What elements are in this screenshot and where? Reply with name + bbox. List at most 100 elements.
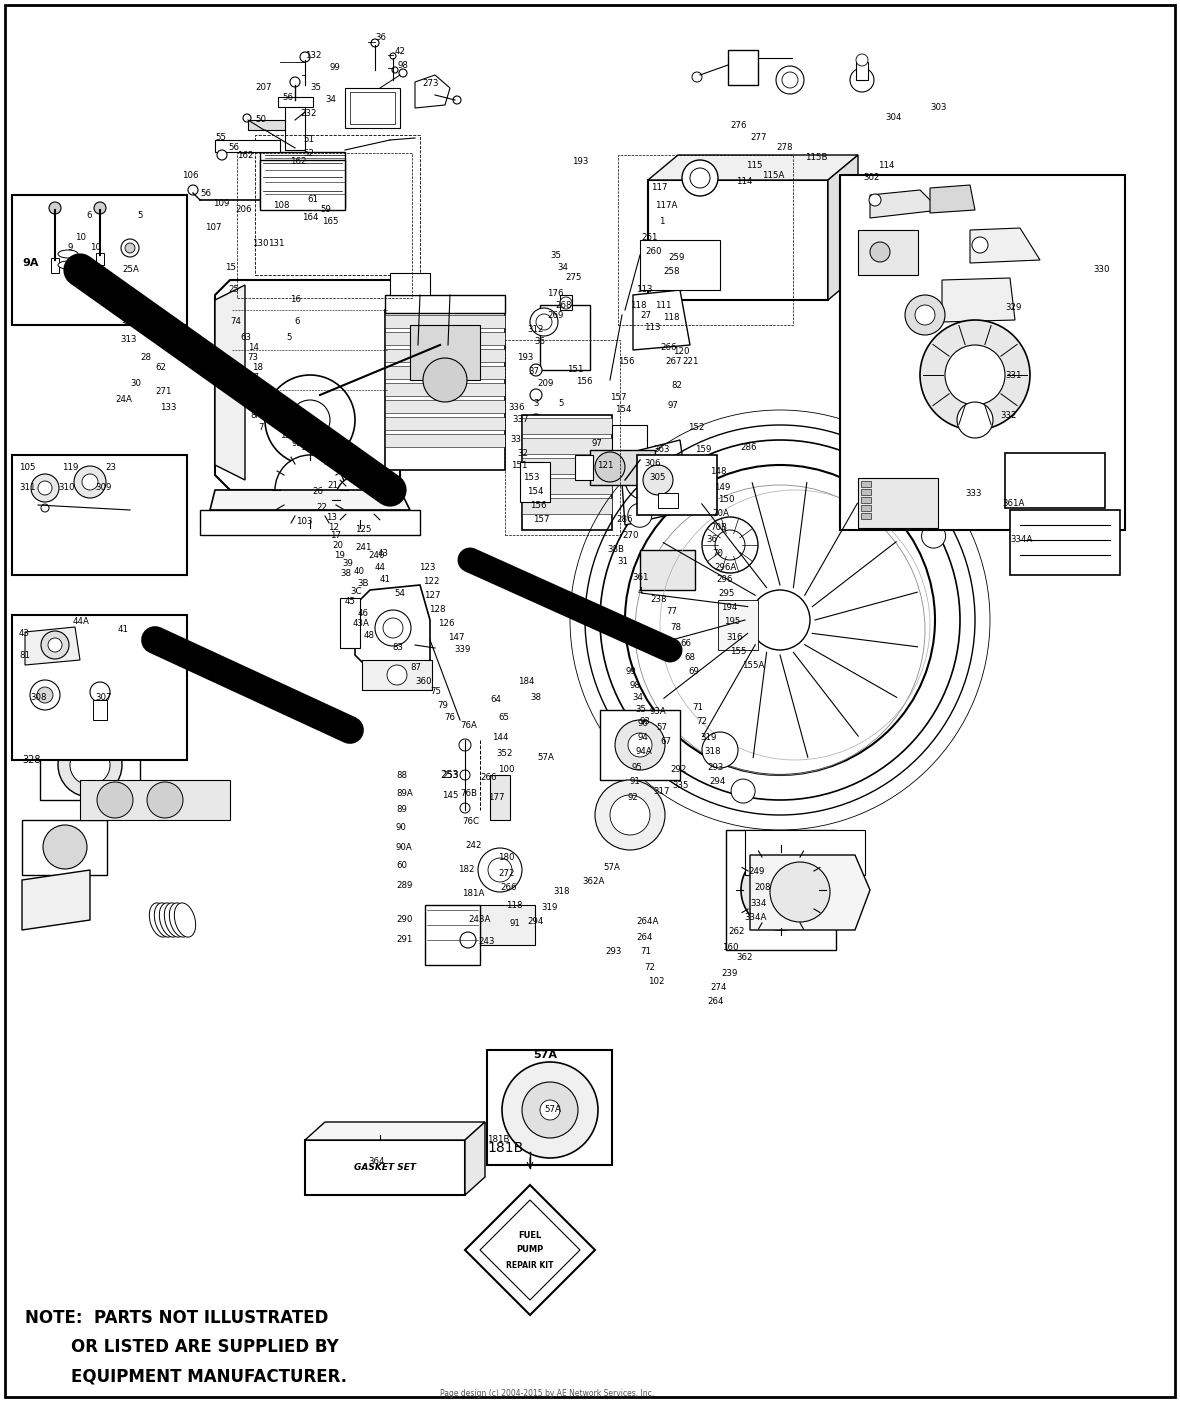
Text: 9: 9	[68, 244, 73, 252]
Text: OR LISTED ARE SUPPLIED BY: OR LISTED ARE SUPPLIED BY	[25, 1338, 339, 1356]
Text: 3B: 3B	[358, 579, 368, 587]
Text: 1: 1	[658, 217, 664, 227]
Polygon shape	[870, 191, 940, 217]
Bar	[425, 906, 480, 965]
Text: 35: 35	[635, 705, 645, 715]
Text: 9A: 9A	[73, 255, 84, 265]
Polygon shape	[930, 185, 975, 213]
Text: 294: 294	[527, 917, 543, 927]
Text: 43: 43	[378, 548, 389, 558]
Text: 61: 61	[307, 195, 317, 205]
Text: 259: 259	[668, 254, 684, 262]
Text: 94A: 94A	[635, 747, 651, 757]
Bar	[362, 660, 432, 690]
Bar	[861, 496, 871, 503]
Circle shape	[715, 530, 745, 559]
Text: 176: 176	[548, 289, 564, 297]
Text: 238: 238	[650, 596, 667, 604]
Polygon shape	[215, 280, 400, 491]
Circle shape	[750, 590, 809, 651]
Text: 118: 118	[663, 314, 680, 322]
Bar	[40, 730, 140, 801]
Text: 270: 270	[622, 531, 638, 541]
Text: 22: 22	[316, 503, 327, 513]
Bar	[345, 88, 400, 128]
Text: 99: 99	[627, 667, 637, 677]
Text: 180: 180	[498, 852, 514, 861]
Text: 268: 268	[555, 300, 571, 310]
Circle shape	[530, 365, 542, 376]
Text: 362: 362	[736, 953, 753, 963]
Text: 95: 95	[632, 763, 643, 771]
Text: 56: 56	[199, 188, 211, 198]
Text: 30: 30	[120, 318, 131, 328]
Text: 154: 154	[527, 488, 544, 496]
Circle shape	[540, 1101, 560, 1120]
Polygon shape	[304, 1122, 485, 1140]
Text: 118: 118	[630, 300, 647, 310]
Text: 119: 119	[63, 464, 78, 472]
Text: 89A: 89A	[396, 788, 413, 798]
Bar	[385, 294, 505, 313]
Circle shape	[610, 795, 650, 836]
Polygon shape	[970, 229, 1040, 264]
Text: 194: 194	[721, 603, 738, 613]
Text: 264: 264	[636, 934, 653, 942]
Text: 352: 352	[496, 749, 512, 757]
Text: 38B: 38B	[607, 545, 624, 555]
Text: 42: 42	[395, 48, 406, 56]
Bar	[409, 325, 480, 380]
Circle shape	[530, 439, 542, 451]
Bar	[215, 140, 280, 151]
Text: 264: 264	[707, 997, 723, 1007]
Text: 305: 305	[649, 474, 666, 482]
Text: PUMP: PUMP	[517, 1245, 544, 1255]
Bar	[858, 230, 918, 275]
Circle shape	[599, 440, 961, 801]
Text: 36: 36	[706, 536, 717, 544]
Bar	[599, 709, 680, 780]
Circle shape	[74, 465, 106, 498]
Text: 264A: 264A	[636, 917, 658, 927]
Text: 27: 27	[640, 310, 651, 320]
Text: 18: 18	[253, 363, 263, 373]
Circle shape	[771, 862, 830, 923]
Circle shape	[522, 1082, 578, 1138]
Text: 156: 156	[530, 502, 546, 510]
Text: 8A: 8A	[250, 411, 262, 419]
Bar	[861, 481, 871, 486]
Text: 25: 25	[228, 286, 240, 294]
Ellipse shape	[170, 903, 191, 937]
Text: 54: 54	[394, 589, 405, 597]
Text: NOTE:  PARTS NOT ILLUSTRATED: NOTE: PARTS NOT ILLUSTRATED	[25, 1309, 328, 1328]
Circle shape	[856, 55, 868, 66]
Text: 90: 90	[396, 823, 407, 833]
Circle shape	[453, 95, 461, 104]
Bar	[590, 450, 655, 485]
Bar	[858, 478, 938, 529]
Text: 181B: 181B	[487, 1136, 510, 1144]
Text: EQUIPMENT MANUFACTURER.: EQUIPMENT MANUFACTURER.	[25, 1367, 347, 1385]
Text: 157: 157	[610, 393, 627, 401]
Text: 12: 12	[328, 523, 339, 531]
Circle shape	[870, 243, 890, 262]
Polygon shape	[632, 290, 690, 350]
Circle shape	[290, 400, 330, 440]
Text: 41: 41	[380, 575, 391, 585]
Bar	[385, 416, 505, 430]
Text: 25: 25	[120, 300, 131, 310]
Ellipse shape	[150, 903, 171, 937]
Bar	[237, 153, 412, 299]
Bar	[80, 780, 230, 820]
Text: REPAIR KIT: REPAIR KIT	[506, 1260, 553, 1269]
Text: 278: 278	[776, 143, 793, 153]
Text: 93A: 93A	[650, 708, 667, 716]
Text: 150: 150	[717, 495, 734, 505]
Bar	[1005, 453, 1104, 508]
Circle shape	[50, 202, 61, 215]
Ellipse shape	[175, 903, 196, 937]
Text: 302: 302	[863, 174, 879, 182]
Circle shape	[560, 297, 572, 308]
Text: 144: 144	[492, 732, 509, 742]
Circle shape	[595, 451, 625, 482]
